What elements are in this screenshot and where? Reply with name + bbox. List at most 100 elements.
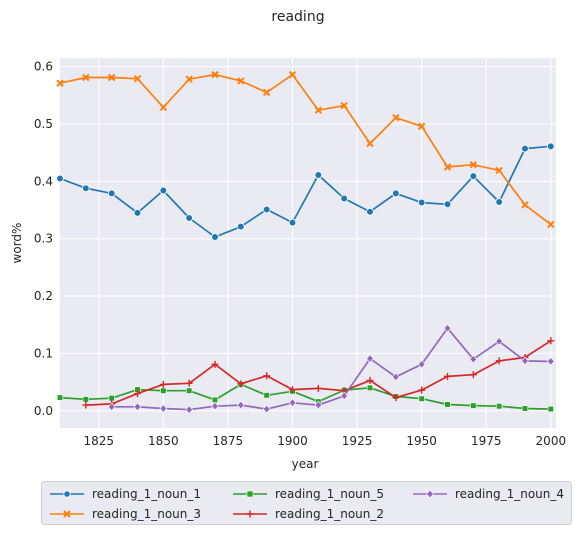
data-point — [417, 198, 426, 207]
data-point — [108, 395, 115, 402]
data-point — [237, 222, 245, 231]
data-point — [443, 200, 452, 209]
data-point — [107, 189, 116, 198]
data-point — [211, 70, 219, 79]
x-tick-label: 1875 — [213, 434, 244, 448]
data-point — [366, 207, 374, 216]
plot-area — [60, 58, 556, 428]
data-point — [262, 205, 271, 214]
y-axis-label: word% — [10, 223, 24, 264]
x-tick-label: 1950 — [406, 434, 437, 448]
data-point — [366, 354, 374, 363]
data-point — [314, 400, 323, 410]
data-point — [547, 142, 555, 151]
data-point — [185, 75, 193, 83]
series-line — [111, 327, 551, 411]
data-point — [159, 103, 168, 112]
data-point — [211, 360, 219, 368]
data-point — [340, 101, 348, 110]
data-point — [469, 172, 478, 180]
data-point — [496, 403, 503, 410]
data-point — [82, 401, 90, 409]
data-point — [366, 139, 374, 148]
x-tick-labels: 1825 1850 1875 1900 1925 1950 1975 2000 — [83, 434, 566, 448]
x-tick-label: 1825 — [83, 434, 114, 448]
y-tick-label: 0.4 — [34, 174, 53, 188]
data-point — [211, 401, 219, 411]
y-tick-label: 0.1 — [34, 346, 53, 360]
y-tick-label: 0.3 — [34, 232, 53, 246]
data-point — [262, 88, 271, 97]
data-point — [82, 184, 90, 193]
data-point — [56, 174, 64, 183]
legend-label: reading_1_noun_1 — [92, 487, 202, 501]
x-tick-label: 2000 — [536, 434, 567, 448]
data-point — [469, 354, 478, 364]
data-point — [160, 387, 167, 394]
data-point — [443, 163, 452, 171]
legend: reading_1_noun_1 reading_1_noun_3 readin… — [41, 481, 572, 525]
data-point — [469, 371, 477, 379]
data-point — [262, 404, 271, 414]
data-point — [159, 186, 168, 195]
data-point — [392, 394, 400, 402]
data-point — [288, 70, 297, 79]
data-point — [237, 400, 245, 410]
data-point — [159, 380, 167, 388]
data-point — [133, 74, 142, 83]
data-point — [340, 194, 348, 203]
data-point — [366, 384, 374, 391]
data-point — [211, 396, 219, 403]
data-point — [314, 384, 322, 392]
data-point — [392, 372, 400, 382]
legend-label: reading_1_noun_5 — [275, 487, 385, 501]
data-point — [443, 323, 452, 333]
legend-marker-diamond-icon — [413, 489, 447, 499]
data-point — [521, 405, 529, 412]
data-point — [392, 113, 400, 122]
legend-marker-square-icon — [233, 490, 267, 498]
data-point — [470, 402, 477, 409]
series-reading-1-noun-4 — [107, 323, 555, 414]
data-point — [418, 386, 426, 394]
data-point — [263, 372, 271, 380]
legend-label: reading_1_noun_4 — [455, 487, 565, 501]
data-point — [417, 360, 426, 369]
data-point — [107, 73, 116, 82]
data-point — [159, 404, 168, 413]
data-point — [237, 380, 245, 388]
data-point — [547, 357, 555, 366]
legend-marker-circle-icon — [50, 490, 84, 498]
data-point — [133, 402, 142, 412]
data-point — [56, 394, 64, 401]
y-tick-label: 0.6 — [34, 60, 53, 74]
data-point — [547, 405, 554, 413]
data-point — [288, 218, 297, 227]
data-point — [444, 372, 451, 380]
data-point — [444, 401, 451, 408]
series-reading-1-noun-3 — [56, 70, 555, 229]
y-tick-label: 0.5 — [34, 117, 53, 131]
x-tick-label: 1925 — [342, 434, 373, 448]
data-point — [366, 376, 374, 384]
x-tick-label: 1850 — [148, 434, 179, 448]
data-point — [82, 396, 89, 403]
data-point — [418, 395, 425, 402]
legend-label: reading_1_noun_2 — [275, 507, 385, 521]
series-reading-1-noun-2 — [82, 337, 555, 409]
series-line — [59, 145, 551, 238]
data-point — [547, 337, 555, 345]
data-point — [417, 122, 426, 130]
series-layer — [56, 70, 555, 414]
data-point — [547, 220, 555, 229]
data-point — [237, 77, 245, 85]
data-point — [521, 144, 529, 153]
data-point — [288, 398, 297, 408]
chart-title: reading — [271, 9, 324, 25]
data-point — [469, 160, 478, 169]
data-point — [56, 79, 64, 87]
data-point — [495, 337, 503, 346]
data-point — [263, 392, 270, 399]
data-point — [521, 201, 529, 209]
y-tick-label: 0.0 — [34, 404, 53, 418]
